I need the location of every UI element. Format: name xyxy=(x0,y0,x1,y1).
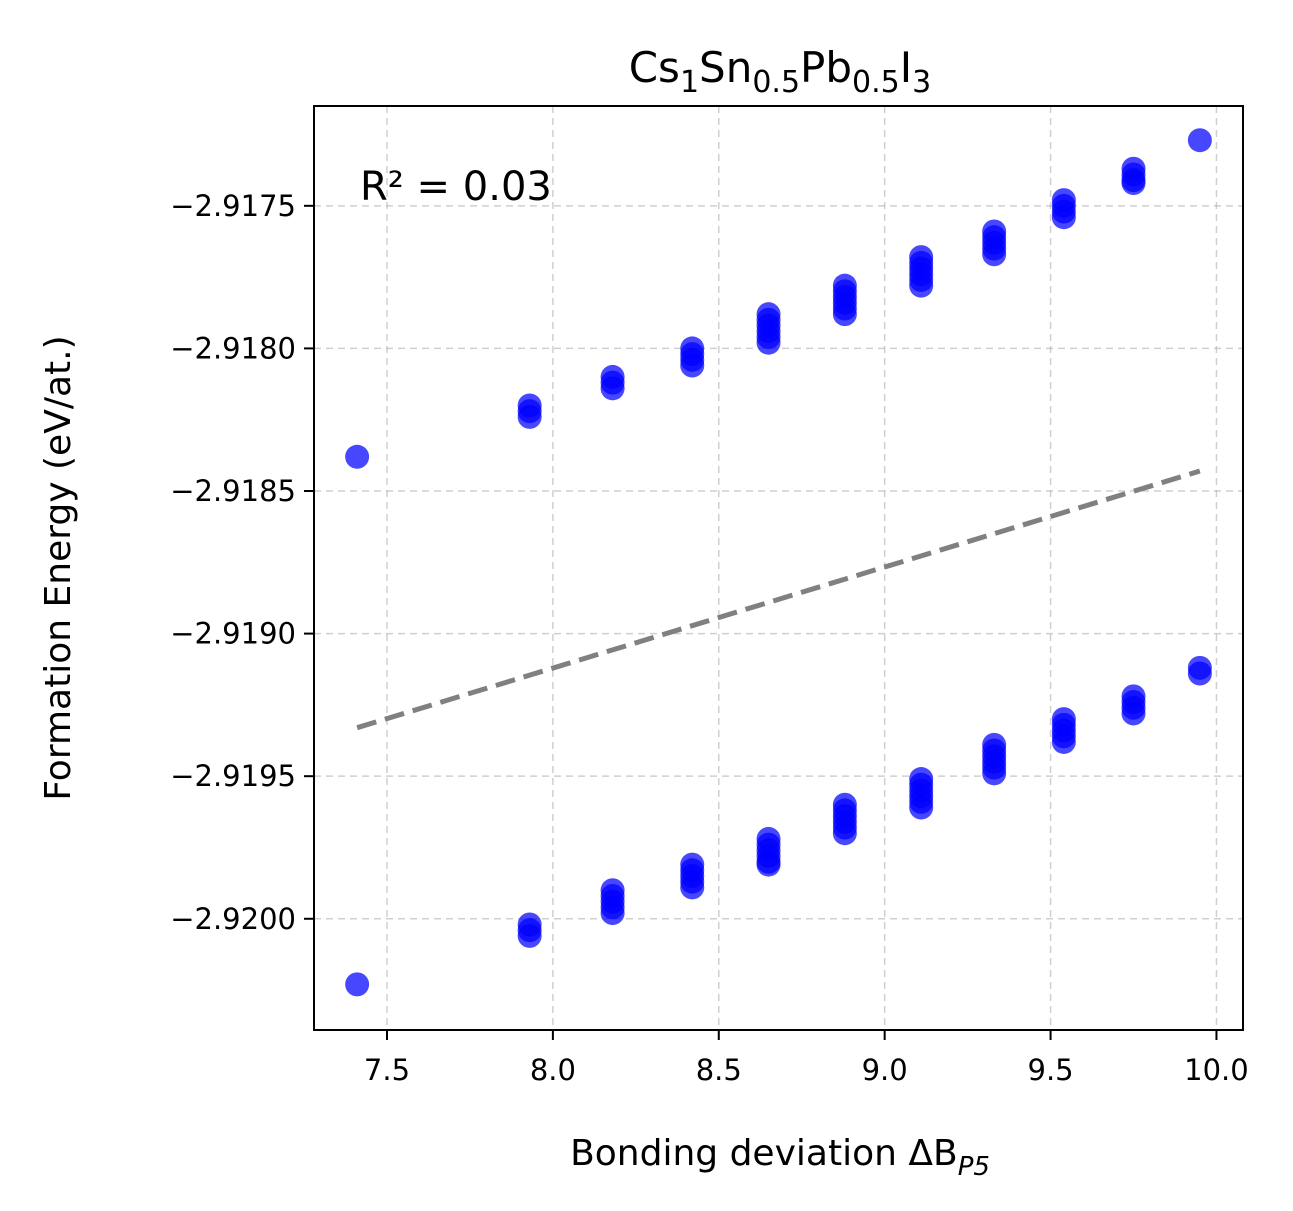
data-point xyxy=(832,821,857,846)
plot-frame xyxy=(313,105,1244,1031)
y-axis-label: Formation Energy (eV/at.) xyxy=(38,335,79,800)
title-subscript-2: 0.5 xyxy=(852,65,900,100)
y-tick-label: −2.9180 xyxy=(170,331,296,365)
data-point xyxy=(517,404,542,429)
title-element-3: I xyxy=(900,43,912,92)
data-point xyxy=(982,761,1007,786)
x-tick-label: 9.5 xyxy=(1028,1053,1074,1087)
data-point xyxy=(1187,128,1212,153)
data-point xyxy=(982,242,1007,267)
title-subscript-3: 3 xyxy=(912,65,931,100)
data-point xyxy=(1187,661,1212,686)
x-tick-label: 7.5 xyxy=(364,1053,410,1087)
y-tick-label: −2.9200 xyxy=(170,902,296,936)
data-point xyxy=(680,875,705,900)
data-point xyxy=(600,376,625,401)
x-tick-label: 10.0 xyxy=(1184,1053,1249,1087)
data-point xyxy=(680,353,705,378)
regression-fit-line xyxy=(356,468,1201,731)
data-point xyxy=(756,330,781,355)
y-tick-label: −2.9175 xyxy=(170,189,296,223)
x-tick-label: 8.0 xyxy=(530,1053,576,1087)
x-axis-label-subscript: P5 xyxy=(958,1152,990,1182)
y-tick-label: −2.9190 xyxy=(170,617,296,651)
data-point xyxy=(1051,729,1076,754)
title-element-1: Sn xyxy=(699,43,752,92)
title-subscript-0: 1 xyxy=(680,65,699,100)
data-point xyxy=(600,901,625,926)
data-point xyxy=(1121,701,1146,726)
x-axis-label-main: Bonding deviation ΔB xyxy=(570,1133,958,1174)
data-point xyxy=(1051,205,1076,230)
title-element-2: Pb xyxy=(800,43,852,92)
y-tick-label: −2.9185 xyxy=(170,474,296,508)
data-point xyxy=(345,444,370,469)
data-point xyxy=(345,972,370,997)
title-element-0: Cs xyxy=(629,43,680,92)
r-squared-annotation: R² = 0.03 xyxy=(360,164,552,210)
y-axis-ticks: −2.9175 −2.9180 −2.9185 −2.9190 −2.9195 −2.92… xyxy=(170,189,314,936)
x-tick-label: 8.5 xyxy=(696,1053,742,1087)
fit-line-group xyxy=(356,468,1201,731)
x-tick-label: 9.0 xyxy=(862,1053,908,1087)
x-axis-label: Bonding deviation ΔBP5 xyxy=(570,1133,990,1182)
data-point xyxy=(832,302,857,327)
data-point xyxy=(517,923,542,948)
data-points xyxy=(345,128,1212,997)
chart-title: Cs1Sn0.5Pb0.5I3 xyxy=(629,43,932,100)
data-point xyxy=(909,795,934,820)
data-point xyxy=(1121,171,1146,195)
data-point xyxy=(756,852,781,877)
data-point xyxy=(909,273,934,298)
y-tick-label: −2.9195 xyxy=(170,759,296,793)
x-axis-ticks: 7.5 8.0 8.5 9.0 9.5 10.0 xyxy=(364,1030,1249,1087)
title-subscript-1: 0.5 xyxy=(752,65,800,100)
